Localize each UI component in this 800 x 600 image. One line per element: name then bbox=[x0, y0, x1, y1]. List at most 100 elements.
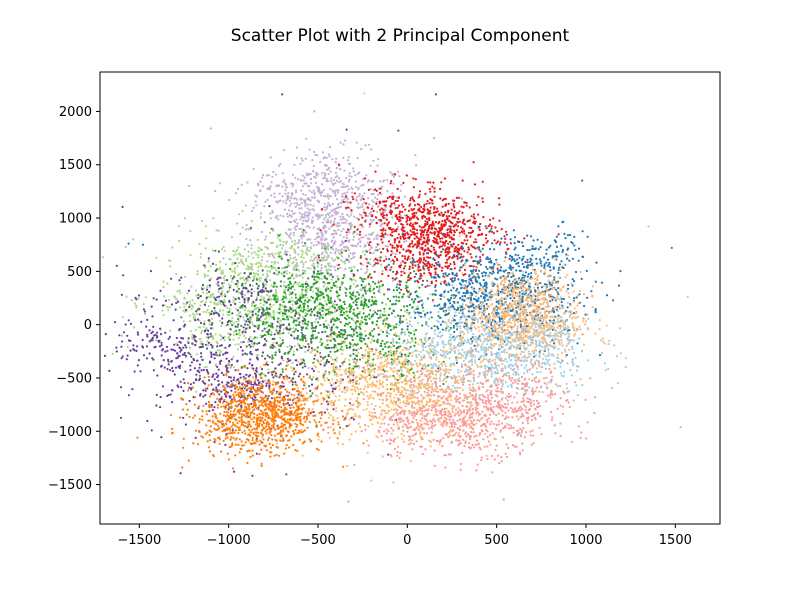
data-point bbox=[237, 343, 240, 346]
data-point bbox=[228, 338, 231, 341]
data-point bbox=[249, 283, 252, 287]
data-point bbox=[224, 295, 227, 298]
data-point bbox=[320, 214, 323, 217]
data-point bbox=[329, 301, 333, 304]
data-point bbox=[222, 405, 225, 408]
data-point bbox=[258, 381, 261, 384]
data-point bbox=[306, 426, 309, 429]
data-point bbox=[243, 366, 246, 369]
data-point bbox=[228, 402, 231, 405]
data-point bbox=[326, 343, 329, 346]
data-point bbox=[237, 287, 240, 290]
data-point bbox=[365, 322, 368, 325]
data-point bbox=[370, 221, 373, 224]
data-point bbox=[339, 286, 342, 289]
data-point bbox=[248, 273, 251, 276]
data-point bbox=[249, 430, 252, 434]
data-point bbox=[322, 374, 325, 377]
data-point bbox=[291, 419, 294, 422]
data-point bbox=[267, 174, 270, 177]
data-point bbox=[265, 384, 268, 387]
data-point bbox=[337, 228, 340, 231]
data-point bbox=[415, 164, 418, 167]
data-point bbox=[396, 206, 399, 209]
data-point bbox=[386, 179, 389, 182]
data-point bbox=[113, 321, 117, 324]
data-point bbox=[259, 439, 262, 442]
data-point bbox=[239, 277, 242, 280]
data-point bbox=[302, 294, 305, 297]
data-point bbox=[361, 203, 364, 206]
data-point bbox=[275, 300, 278, 304]
data-point bbox=[263, 318, 266, 321]
data-point bbox=[236, 348, 239, 351]
data-point bbox=[120, 345, 123, 348]
data-point bbox=[214, 415, 217, 418]
data-point bbox=[264, 238, 267, 241]
data-point bbox=[246, 387, 250, 390]
data-point bbox=[245, 412, 248, 415]
data-point bbox=[269, 408, 272, 411]
data-point bbox=[400, 203, 404, 206]
data-point bbox=[467, 231, 470, 234]
data-point bbox=[324, 163, 328, 166]
data-point bbox=[402, 181, 405, 184]
data-point bbox=[320, 402, 323, 405]
data-point bbox=[181, 360, 184, 363]
data-point bbox=[220, 450, 223, 453]
data-point bbox=[356, 172, 360, 176]
data-point bbox=[179, 416, 182, 419]
data-point bbox=[198, 430, 201, 434]
data-point bbox=[126, 334, 129, 337]
data-point bbox=[365, 250, 368, 253]
data-point bbox=[319, 160, 322, 164]
data-point bbox=[274, 367, 277, 370]
data-point bbox=[312, 244, 315, 247]
data-point bbox=[234, 390, 237, 393]
data-point bbox=[135, 304, 138, 307]
data-point bbox=[367, 261, 370, 264]
data-point bbox=[327, 287, 330, 290]
data-point bbox=[286, 315, 289, 318]
data-point bbox=[348, 215, 351, 218]
data-point bbox=[415, 211, 418, 214]
data-point bbox=[231, 270, 234, 273]
data-point bbox=[227, 376, 231, 379]
data-point bbox=[252, 256, 255, 259]
data-point bbox=[186, 408, 189, 411]
data-point bbox=[234, 429, 237, 432]
data-point bbox=[313, 272, 316, 275]
data-point bbox=[262, 310, 265, 313]
data-point bbox=[222, 385, 225, 388]
data-point bbox=[111, 352, 114, 355]
data-point bbox=[440, 211, 443, 214]
data-point bbox=[363, 201, 366, 204]
data-point bbox=[260, 399, 263, 402]
data-point bbox=[203, 376, 206, 379]
data-point bbox=[232, 436, 235, 440]
data-point bbox=[279, 285, 282, 288]
data-point bbox=[212, 293, 215, 296]
data-point bbox=[328, 313, 331, 316]
data-point bbox=[205, 311, 208, 314]
data-point bbox=[290, 245, 293, 248]
data-point bbox=[360, 300, 363, 303]
data-point bbox=[311, 208, 314, 211]
data-point bbox=[236, 422, 239, 425]
data-point bbox=[251, 454, 254, 457]
data-point bbox=[239, 232, 242, 235]
data-point bbox=[317, 287, 320, 290]
data-point bbox=[328, 155, 331, 158]
data-point bbox=[217, 291, 220, 294]
data-point bbox=[347, 222, 351, 225]
data-point bbox=[310, 221, 314, 224]
data-point bbox=[360, 147, 363, 151]
data-point bbox=[252, 420, 255, 423]
data-point bbox=[292, 444, 295, 447]
data-point bbox=[204, 247, 207, 250]
data-point bbox=[242, 316, 245, 319]
data-point bbox=[281, 430, 284, 433]
data-point bbox=[213, 378, 216, 381]
data-point bbox=[280, 415, 283, 419]
data-point bbox=[215, 340, 218, 343]
